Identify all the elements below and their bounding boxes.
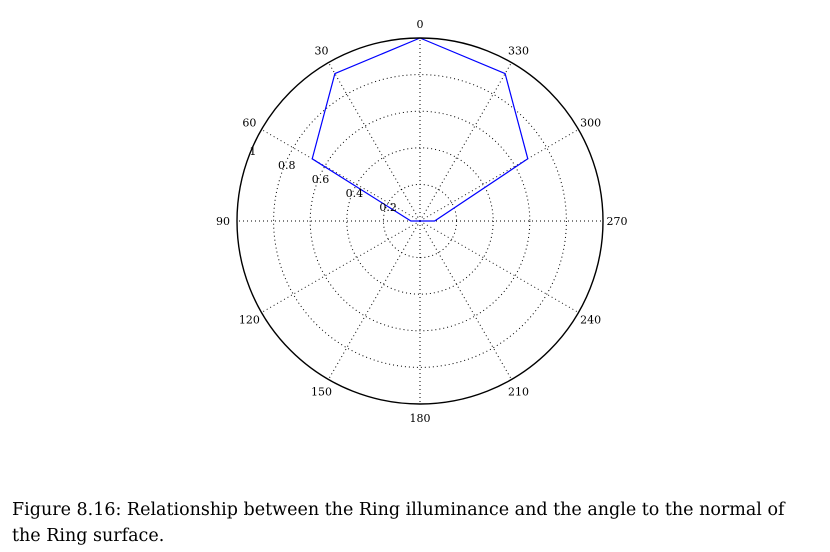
polar-grid	[237, 38, 603, 404]
radial-gridline	[273, 74, 567, 368]
series-layer	[311, 37, 529, 222]
angular-gridline	[419, 129, 579, 222]
angle-tick-label: 300	[580, 117, 601, 130]
radial-tick-label: 0.8	[278, 159, 296, 172]
tick-labels: 0.2 0.4 0.6 0.8 1 0 30 60 90 120 150 180 210 240 270 30…	[216, 18, 628, 425]
radial-tick-label: 0.2	[379, 201, 397, 214]
angle-tick-label: 0	[417, 18, 424, 31]
polar-frame	[236, 37, 604, 405]
angle-tick-label: 270	[607, 215, 628, 228]
radial-gridline	[346, 147, 494, 295]
polar-chart: 0.2 0.4 0.6 0.8 1 0 30 60 90 120 150 180 210 240 270 30…	[216, 18, 628, 425]
angle-tick-label: 90	[216, 215, 230, 228]
angle-tick-label: 150	[311, 386, 332, 399]
angle-tick-label: 180	[410, 412, 431, 425]
angular-gridline	[328, 62, 421, 222]
angle-tick-label: 120	[239, 314, 260, 327]
angular-gridline	[419, 62, 512, 222]
angle-tick-label: 330	[508, 44, 529, 57]
angle-tick-label: 240	[580, 314, 601, 327]
radial-tick-label: 0.6	[312, 173, 330, 186]
series-line	[311, 37, 529, 222]
angle-tick-label: 210	[508, 386, 529, 399]
radial-tick-label: 0.4	[346, 187, 364, 200]
angular-gridline	[328, 220, 421, 380]
angular-gridline	[419, 220, 512, 380]
radial-gridline	[309, 110, 531, 332]
figure-caption: Figure 8.16: Relationship between the Ri…	[12, 500, 785, 546]
angle-tick-label: 30	[315, 44, 329, 57]
angular-gridline	[261, 220, 421, 313]
angular-gridline	[261, 129, 421, 222]
radial-tick-label: 1	[249, 145, 256, 158]
angular-gridline	[419, 220, 579, 313]
angle-tick-label: 60	[242, 117, 256, 130]
